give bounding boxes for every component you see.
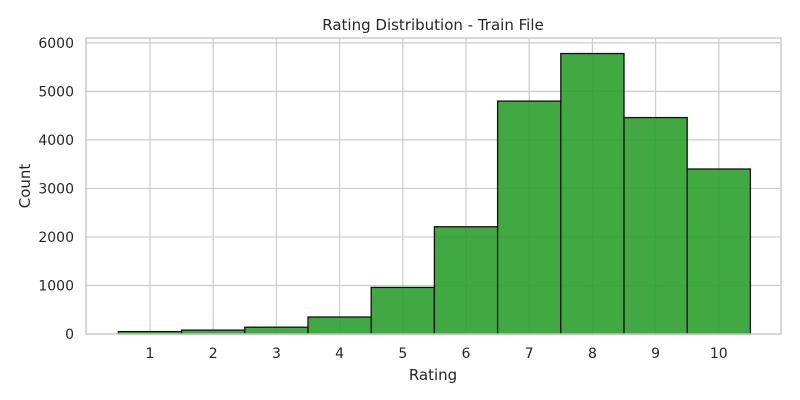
bar-rating-5: [370, 286, 436, 335]
bar-rating-4: [307, 316, 372, 335]
plot-frame: [85, 37, 782, 335]
x-tick-labels: 1 2 3 4 5 6 7 8 9 10: [146, 346, 728, 362]
x-tick-label: 9: [651, 346, 660, 362]
x-tick-label: 2: [209, 346, 218, 362]
bar-rating-10: [686, 168, 752, 335]
bar-rating-3: [244, 326, 309, 335]
x-tick-label: 10: [710, 346, 728, 362]
bar-rating-8: [560, 52, 625, 335]
chart-title: Rating Distribution - Train File: [322, 16, 543, 34]
y-tick-label: 1000: [38, 278, 74, 294]
x-tick-label: 8: [588, 346, 597, 362]
y-tick-labels: 0 1000 2000 3000 4000 5000 6000: [38, 36, 74, 343]
x-axis-label: Rating: [409, 366, 457, 384]
x-tick-label: 3: [272, 346, 281, 362]
y-tick-label: 3000: [38, 181, 74, 197]
x-tick-label: 4: [335, 346, 344, 362]
x-tick-label: 1: [146, 346, 155, 362]
x-tick-label: 5: [398, 346, 407, 362]
y-tick-label: 6000: [38, 36, 74, 52]
y-tick-label: 5000: [38, 84, 74, 100]
x-tick-label: 6: [462, 346, 471, 362]
x-tick-label: 7: [525, 346, 534, 362]
y-tick-label: 2000: [38, 230, 74, 246]
y-axis-label: Count: [16, 164, 34, 209]
y-tick-label: 4000: [38, 133, 74, 149]
bar-rating-6: [433, 226, 499, 335]
bar-rating-9: [623, 116, 688, 335]
bars: [117, 52, 752, 335]
bar-rating-7: [496, 100, 562, 335]
y-tick-label: 0: [65, 327, 74, 343]
